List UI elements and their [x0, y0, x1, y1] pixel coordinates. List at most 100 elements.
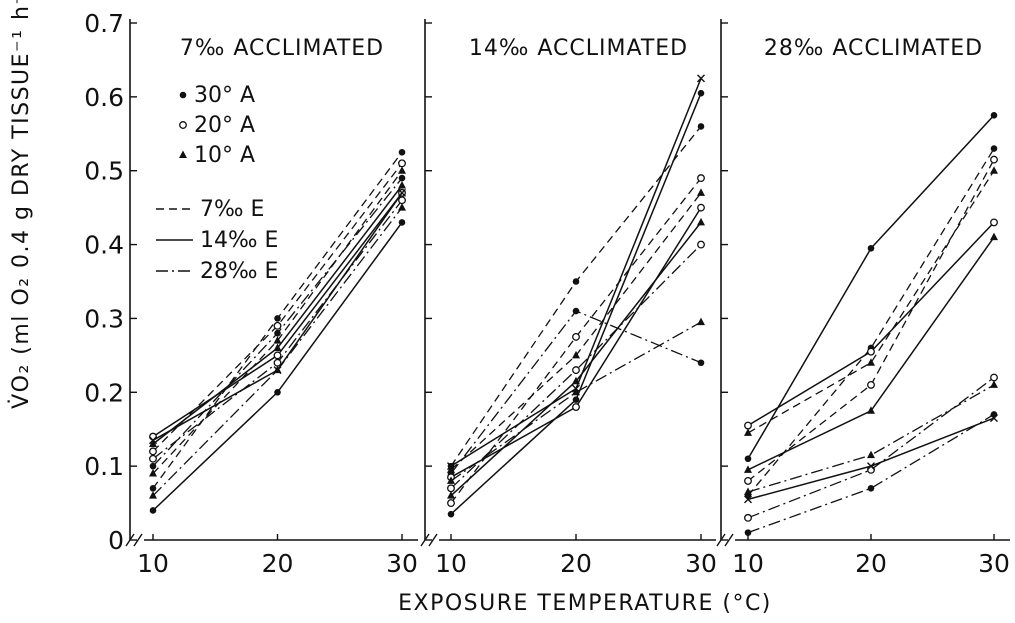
data-point [990, 166, 998, 174]
data-point [744, 476, 752, 485]
data-point [273, 321, 282, 330]
legend-label: 7‰ E [200, 197, 264, 222]
data-point [867, 347, 875, 356]
data-point [149, 454, 157, 463]
y-tick-label: 0.1 [84, 452, 124, 481]
y-tick-label: 0 [108, 526, 124, 555]
panel-title: 14‰ ACCLIMATED [469, 36, 688, 61]
data-point [398, 219, 406, 226]
data-point [572, 366, 580, 375]
data-point [697, 89, 705, 97]
data-point [572, 307, 580, 315]
data-point [744, 465, 752, 473]
x-tick-label: 30 [978, 549, 1010, 578]
data-point [990, 380, 998, 388]
series-line [747, 376, 995, 519]
data-point [149, 485, 157, 492]
series-line [450, 177, 702, 504]
data-point [398, 196, 406, 205]
series-line [450, 192, 702, 471]
series-line [450, 207, 702, 478]
data-point [697, 203, 705, 212]
data-point [990, 218, 998, 227]
x-tick-label: 30 [685, 549, 717, 578]
data-point [744, 513, 752, 522]
data-point [572, 396, 580, 403]
x-axis-label: EXPOSURE TEMPERATURE (°C) [398, 591, 772, 616]
data-point [990, 373, 998, 382]
legend-label: 14‰ E [200, 228, 278, 253]
data-point [447, 484, 455, 493]
data-point [274, 388, 281, 396]
data-point [149, 491, 157, 499]
data-point [867, 450, 875, 459]
data-point [398, 188, 406, 197]
data-point [447, 476, 455, 484]
x-tick-label: 10 [137, 549, 169, 578]
data-point [697, 217, 705, 226]
data-point [867, 380, 875, 389]
data-point [398, 174, 406, 182]
data-point [867, 462, 875, 471]
data-point [447, 491, 455, 499]
legend-label: 28‰ E [200, 259, 278, 284]
series-line [450, 321, 702, 482]
data-point [572, 387, 580, 396]
data-point [697, 240, 705, 249]
y-tick-label: 0.6 [84, 83, 124, 112]
plot-area: 0 0.1 0.2 0.3 0.4 0.5 0.6 0.7 10 20 30 7‰ ACCLIMATE… [84, 9, 1010, 578]
data-point [744, 487, 752, 495]
data-point [273, 336, 282, 344]
data-point [398, 148, 406, 156]
data-point [697, 317, 705, 326]
y-axis-label: V̇O₂ (ml O₂ 0.4 g DRY TISSUE⁻¹ h⁻¹) [8, 0, 34, 409]
series-line [747, 148, 995, 497]
data-point [447, 499, 455, 508]
data-point [398, 180, 406, 189]
y-tick-label: 0.2 [84, 378, 124, 407]
data-point [398, 203, 406, 211]
data-point [990, 112, 998, 119]
data-point [990, 414, 998, 423]
data-point [273, 351, 282, 360]
series-line [747, 170, 995, 434]
data-point [572, 332, 580, 341]
data-point [149, 436, 157, 445]
x-tick-label: 10 [732, 549, 764, 578]
data-point [867, 406, 875, 414]
x-tick-label: 20 [560, 549, 592, 578]
data-point [697, 188, 705, 196]
data-point [273, 358, 282, 367]
series-line [747, 384, 995, 493]
data-point [572, 384, 580, 393]
data-point [273, 343, 282, 351]
x-tick-label: 20 [855, 549, 887, 578]
data-point [697, 174, 705, 183]
data-point [697, 74, 705, 83]
data-point [572, 278, 580, 285]
data-point [572, 350, 580, 359]
panel-title: 7‰ ACCLIMATED [180, 36, 384, 61]
data-point [149, 462, 157, 470]
data-point [867, 358, 875, 366]
data-point [179, 121, 187, 129]
data-point [447, 510, 455, 518]
legend-label: 10° A [194, 143, 255, 168]
data-point [447, 465, 455, 473]
data-point [447, 462, 455, 471]
data-point [990, 145, 998, 152]
data-point [697, 123, 705, 130]
series-line [152, 185, 403, 445]
series-line [747, 413, 995, 534]
panel-title: 28‰ ACCLIMATED [764, 36, 983, 61]
data-point [990, 232, 998, 241]
legend-label: 30° A [194, 83, 255, 108]
data-point [273, 366, 282, 375]
data-point [867, 485, 875, 492]
series-line [450, 125, 702, 467]
data-point [149, 439, 157, 447]
data-point [149, 507, 157, 514]
data-point [744, 421, 752, 430]
data-point [149, 469, 157, 477]
